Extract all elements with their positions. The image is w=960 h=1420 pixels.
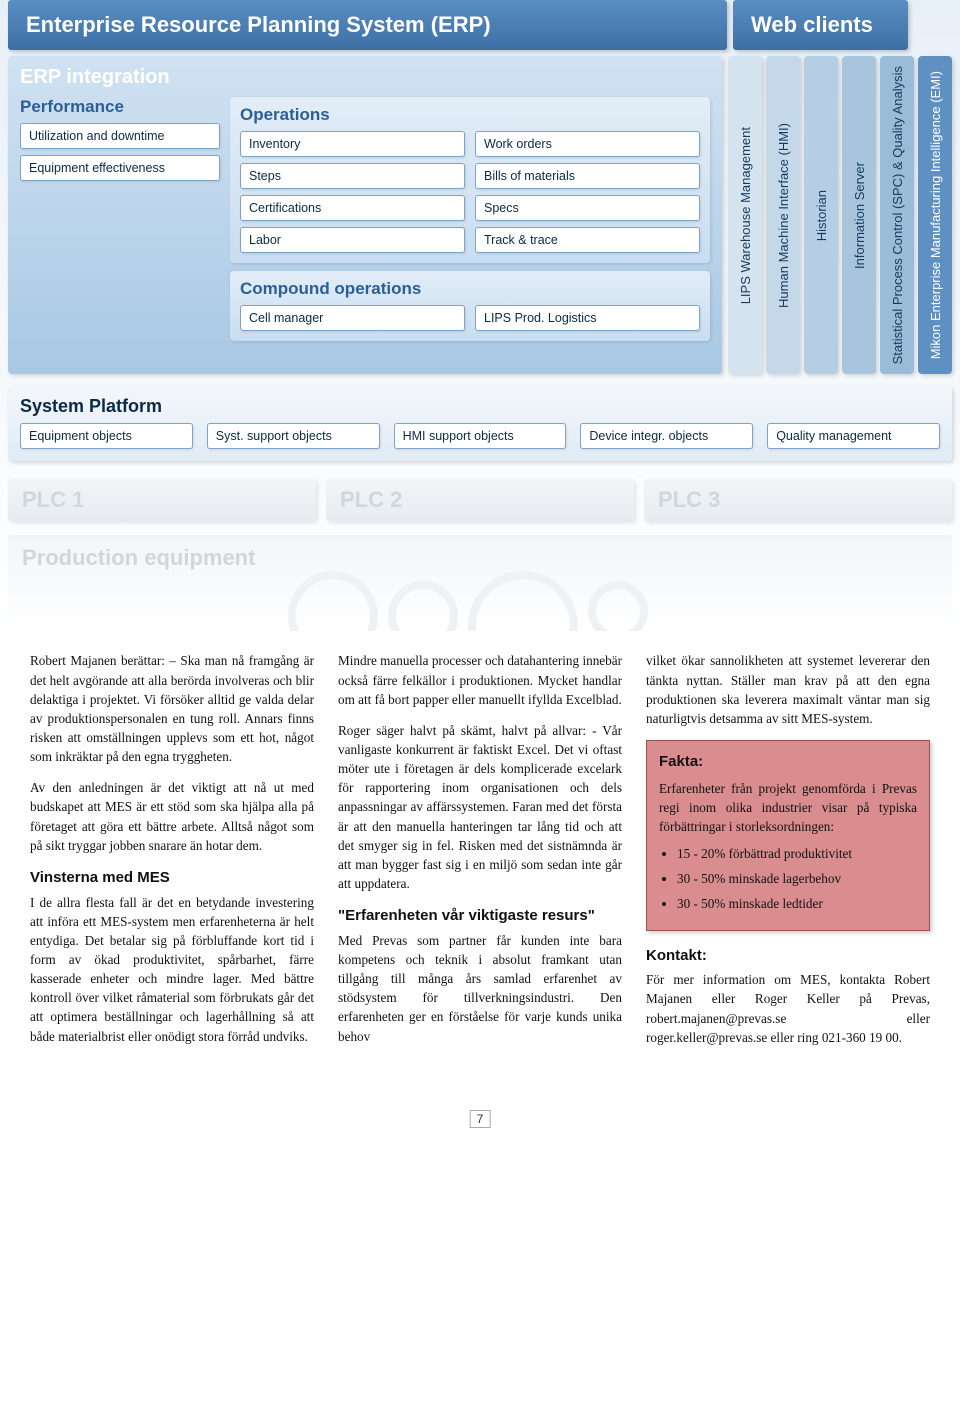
paragraph: Robert Majanen berättar: – Ska man nå fr… — [30, 651, 314, 766]
vstrip-info-server: Information Server — [842, 56, 876, 374]
kontakt-box: Kontakt: För mer information om MES, kon… — [646, 945, 930, 1047]
vstrip-historian: Historian — [804, 56, 838, 374]
erp-integration-title: ERP integration — [20, 66, 710, 89]
chip-syst-support: Syst. support objects — [207, 423, 380, 449]
paragraph: I de allra flesta fall är det en betydan… — [30, 893, 314, 1046]
paragraph: vilket ökar sannolikheten att systemet l… — [646, 651, 930, 728]
vstrip-spc: Statistical Process Control (SPC) & Qual… — [880, 56, 914, 374]
operations-title: Operations — [240, 105, 700, 125]
web-clients-header: Web clients — [733, 0, 908, 50]
chip-device-integr: Device integr. objects — [580, 423, 753, 449]
chip-effectiveness: Equipment effectiveness — [20, 155, 220, 181]
system-platform-title: System Platform — [20, 396, 940, 417]
production-equipment-label: Production equipment — [22, 545, 255, 570]
plc-2: PLC 2 — [326, 479, 634, 521]
chip-certifications: Certifications — [240, 195, 465, 221]
erp-header: Enterprise Resource Planning System (ERP… — [8, 0, 727, 50]
chip-inventory: Inventory — [240, 131, 465, 157]
erp-integration-panel: ERP integration Performance Utilization … — [8, 56, 722, 374]
chip-hmi-support: HMI support objects — [394, 423, 567, 449]
chip-specs: Specs — [475, 195, 700, 221]
plc-row: PLC 1 PLC 2 PLC 3 — [0, 461, 960, 521]
fakta-title: Fakta: — [659, 751, 917, 773]
plc-3: PLC 3 — [644, 479, 952, 521]
kontakt-body: För mer information om MES, kontakta Rob… — [646, 970, 930, 1047]
vstrip-lips-wm: LIPS Warehouse Management — [728, 56, 762, 374]
chip-labor: Labor — [240, 227, 465, 253]
paragraph: Av den anledningen är det viktigt att nå… — [30, 778, 314, 855]
compound-title: Compound operations — [240, 279, 700, 299]
chip-track-trace: Track & trace — [475, 227, 700, 253]
page-number: 7 — [470, 1110, 491, 1128]
gear-icon — [388, 581, 458, 631]
fakta-bullet: 15 - 20% förbättrad produktivitet — [677, 844, 917, 863]
chip-steps: Steps — [240, 163, 465, 189]
vstrip-label: Information Server — [852, 152, 867, 279]
chip-cell-manager: Cell manager — [240, 305, 465, 331]
system-platform-panel: System Platform Equipment objects Syst. … — [8, 386, 952, 461]
chip-quality-mgmt: Quality management — [767, 423, 940, 449]
performance-column: Performance Utilization and downtime Equ… — [20, 97, 220, 349]
chip-bom: Bills of materials — [475, 163, 700, 189]
fakta-bullet: 30 - 50% minskade ledtider — [677, 894, 917, 913]
operations-column: Operations Inventory Work orders Steps B… — [230, 97, 710, 349]
gear-icon — [468, 571, 578, 631]
operations-panel: Operations Inventory Work orders Steps B… — [230, 97, 710, 263]
chip-equipment-objects: Equipment objects — [20, 423, 193, 449]
fakta-box: Fakta: Erfarenheter från projekt genomfö… — [646, 740, 930, 931]
kontakt-title: Kontakt: — [646, 945, 930, 967]
paragraph: Med Prevas som partner får kunden inte b… — [338, 931, 622, 1046]
production-equipment-panel: Production equipment — [8, 535, 952, 631]
vstrip-emi: Mikon Enterprise Manufacturing Intellige… — [918, 56, 952, 374]
fakta-intro: Erfarenheter från projekt genomförda i P… — [659, 779, 917, 836]
plc-1: PLC 1 — [8, 479, 316, 521]
heading-erfarenhet: "Erfarenheten vår viktigaste resurs" — [338, 905, 622, 927]
vstrip-label: LIPS Warehouse Management — [738, 117, 753, 314]
fakta-bullet: 30 - 50% minskade lagerbehov — [677, 869, 917, 888]
paragraph: Mindre manuella processer och datahanter… — [338, 651, 622, 708]
vstrip-label: Statistical Process Control (SPC) & Qual… — [890, 56, 905, 374]
heading-vinsterna: Vinsterna med MES — [30, 867, 314, 889]
chip-work-orders: Work orders — [475, 131, 700, 157]
architecture-diagram: Enterprise Resource Planning System (ERP… — [0, 0, 960, 631]
chip-lips-logistics: LIPS Prod. Logistics — [475, 305, 700, 331]
compound-operations-panel: Compound operations Cell manager LIPS Pr… — [230, 271, 710, 341]
vertical-strips: LIPS Warehouse Management Human Machine … — [728, 56, 952, 374]
vstrip-label: Mikon Enterprise Manufacturing Intellige… — [928, 61, 943, 369]
vstrip-label: Human Machine Interface (HMI) — [776, 113, 791, 318]
vstrip-hmi: Human Machine Interface (HMI) — [766, 56, 800, 374]
article-body: Robert Majanen berättar: – Ska man nå fr… — [0, 631, 960, 1098]
vstrip-label: Historian — [814, 180, 829, 251]
chip-utilization: Utilization and downtime — [20, 123, 220, 149]
performance-title: Performance — [20, 97, 220, 117]
fakta-list: 15 - 20% förbättrad produktivitet 30 - 5… — [659, 844, 917, 913]
paragraph: Roger säger halvt på skämt, halvt på all… — [338, 721, 622, 893]
gear-icon — [288, 571, 378, 631]
gear-icon — [588, 581, 648, 631]
